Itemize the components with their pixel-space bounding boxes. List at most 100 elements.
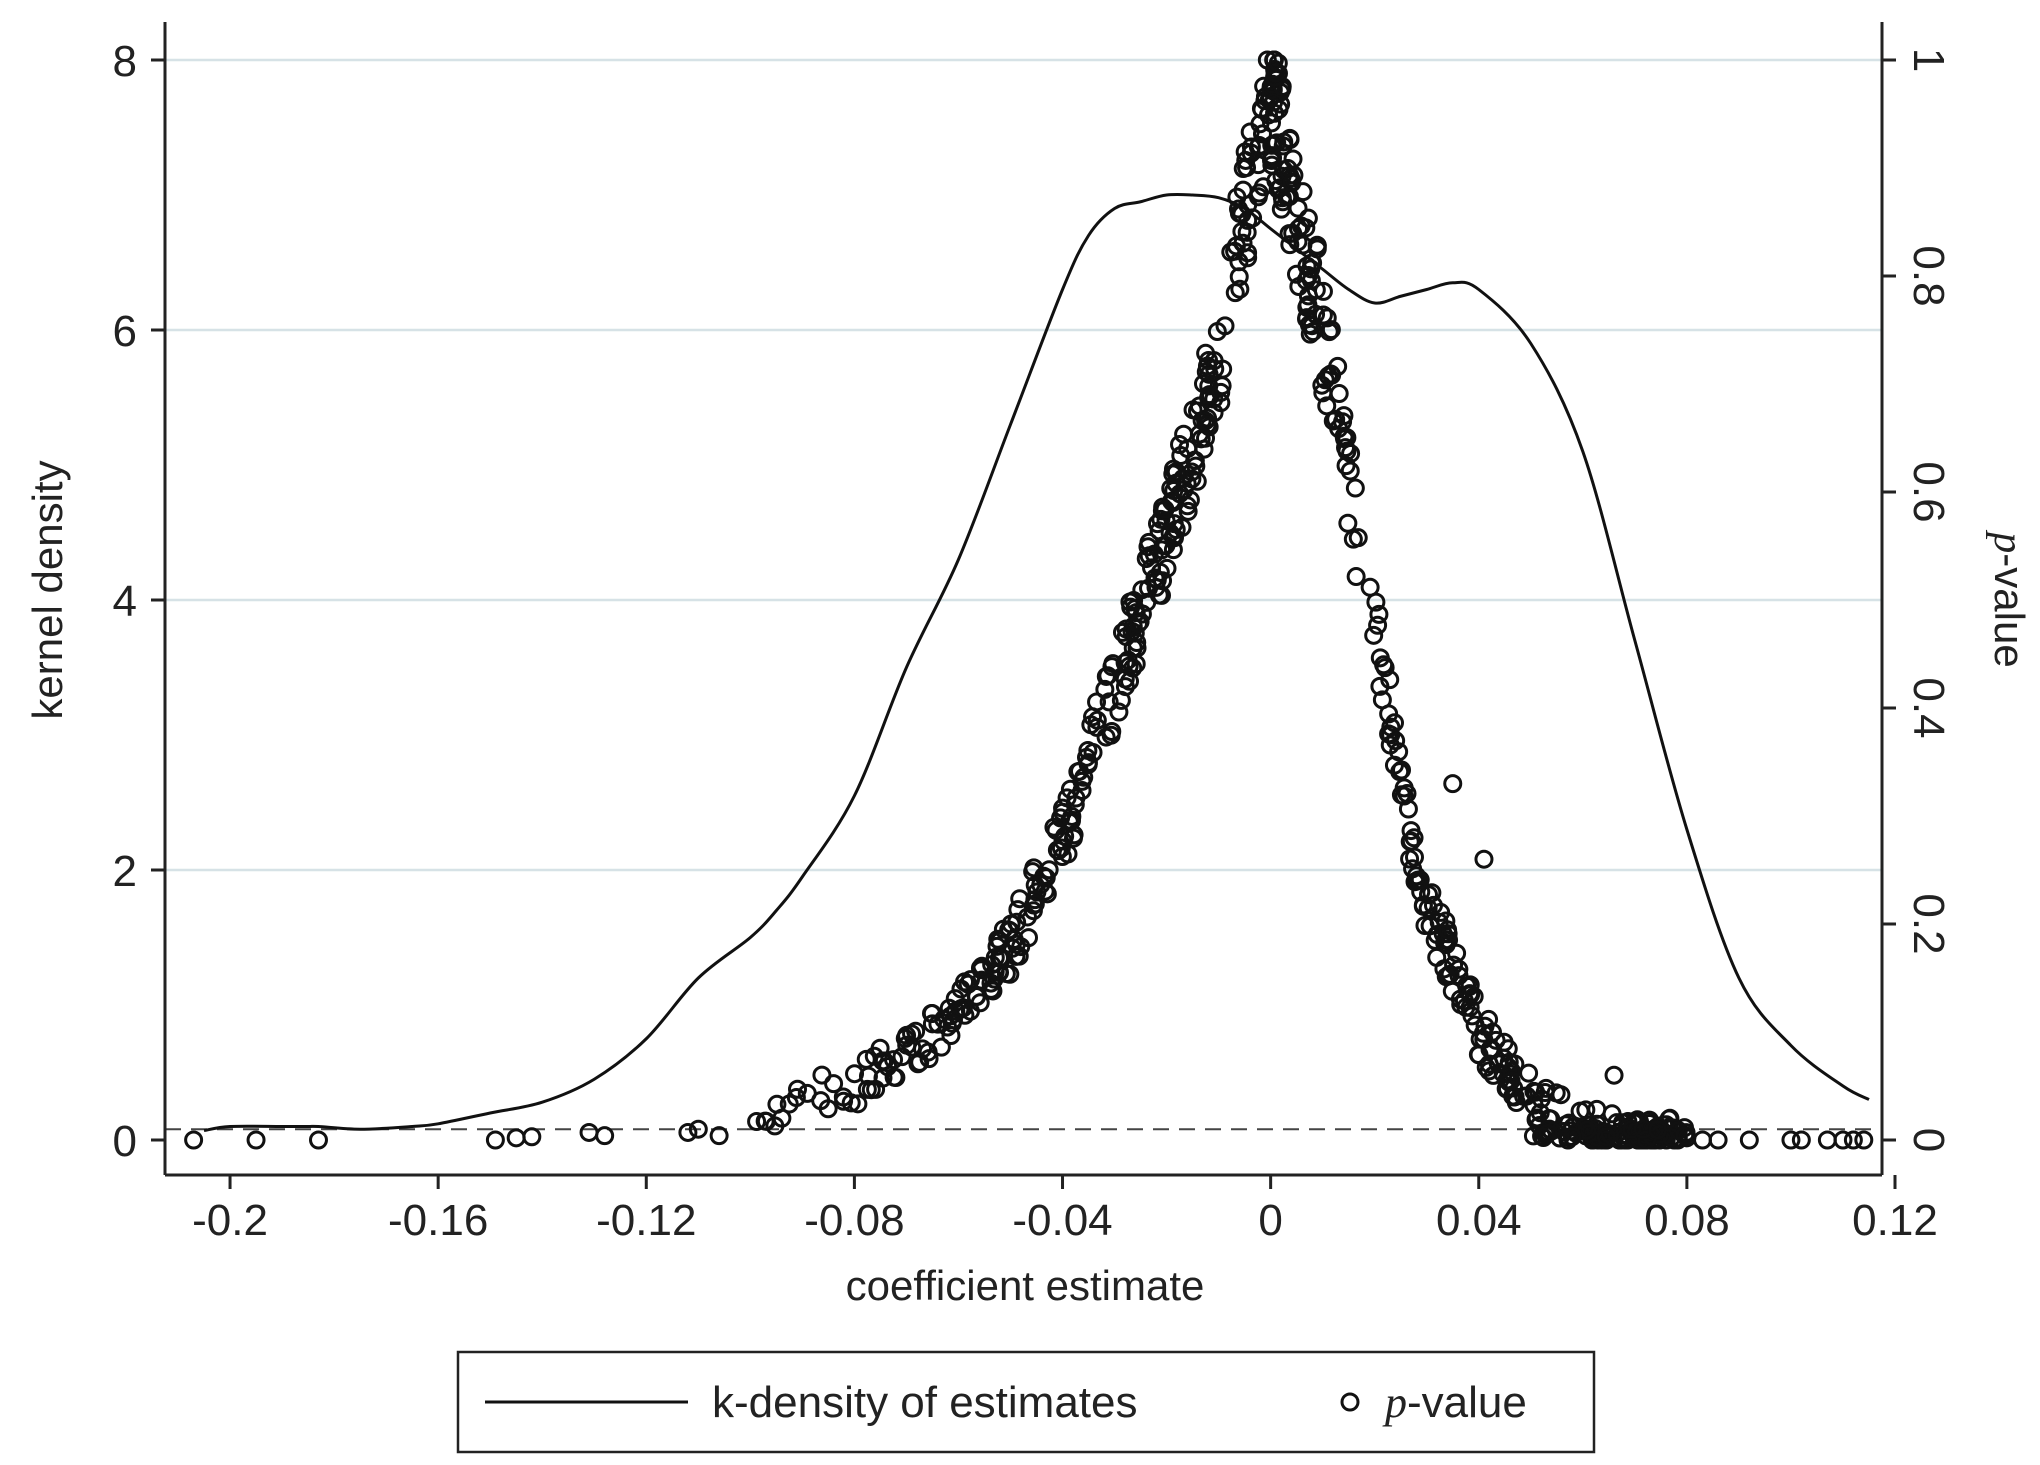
right-y-axis-title-rest: -value [1986, 553, 2033, 667]
x-tick-label: -0.12 [596, 1196, 696, 1245]
pvalue-point [884, 1050, 904, 1070]
pvalue-point [797, 1083, 817, 1103]
pvalue-point [1191, 429, 1211, 449]
pvalue-point [1112, 622, 1132, 642]
right-y-axis-title: p-value [1985, 529, 2033, 667]
pvalue-point [595, 1126, 615, 1146]
pvalue-point [972, 956, 992, 976]
pvalue-point [1319, 322, 1339, 342]
pvalue-point [1300, 324, 1320, 344]
pvalue-point [1501, 1061, 1521, 1081]
pvalue-point [1475, 1016, 1495, 1036]
pvalue-point [1002, 938, 1022, 958]
pvalue-point [1128, 614, 1148, 634]
pvalue-point [1394, 786, 1414, 806]
pvalue-point [1178, 501, 1198, 521]
pvalue-point [1326, 409, 1346, 429]
x-axis-title: coefficient estimate [846, 1262, 1205, 1309]
pvalue-point [485, 1130, 505, 1150]
pvalue-point [1346, 567, 1366, 587]
legend-label-pvalue: p-value [1382, 1378, 1527, 1427]
pvalue-point [1438, 920, 1458, 940]
pvalue-point [1163, 459, 1183, 479]
pvalue-point [1315, 370, 1335, 390]
density-line-layer [203, 192, 1870, 1133]
pvalue-point [1183, 400, 1203, 420]
pvalue-point [1460, 975, 1480, 995]
pvalue-point [1096, 727, 1116, 747]
pvalue-point [1137, 592, 1157, 612]
legend-label-pvalue-rest: -value [1407, 1378, 1527, 1427]
legend-label-pvalue-italic: p [1382, 1378, 1407, 1427]
pvalue-point [1370, 676, 1390, 696]
pvalue-point [1139, 546, 1159, 566]
pvalue-point [1328, 356, 1348, 376]
pvalue-point [1229, 203, 1249, 223]
pvalue-point [1046, 820, 1066, 840]
pvalue-point [1317, 308, 1337, 328]
pvalue-point [1410, 870, 1430, 890]
pvalue-point [1474, 849, 1494, 869]
pvalue-point [1136, 549, 1156, 569]
pvalue-point [1293, 235, 1313, 255]
pvalue-point [906, 1021, 926, 1041]
pvalue-point [522, 1127, 542, 1147]
pvalue-point [1404, 847, 1424, 867]
legend-circle-marker [1340, 1392, 1360, 1412]
pvalue-point [1185, 451, 1205, 471]
pvalue-point [1087, 710, 1107, 730]
x-tick-label: -0.08 [804, 1196, 904, 1245]
pvalue-point [1139, 578, 1159, 598]
pvalue-point [1413, 896, 1433, 916]
pvalue-point [1268, 53, 1288, 73]
pvalue-point [1524, 1081, 1544, 1101]
pvalue-point [884, 1067, 904, 1087]
pvalue-point [1622, 1119, 1642, 1139]
pvalue-point [1675, 1126, 1695, 1146]
left-tick-label: 2 [113, 847, 137, 896]
pvalue-point [1215, 316, 1235, 336]
pvalue-point [1854, 1130, 1874, 1150]
pvalue-point [1264, 92, 1284, 112]
pvalue-point [1125, 623, 1145, 643]
pvalue-point [747, 1112, 767, 1132]
pvalue-point [1280, 235, 1300, 255]
pvalue-point [1241, 137, 1261, 157]
pvalue-point [1791, 1130, 1811, 1150]
pvalue-point [1182, 462, 1202, 482]
pvalue-point [1017, 907, 1037, 927]
pvalue-point [1370, 648, 1390, 668]
pvalue-point [1099, 692, 1119, 712]
pvalue-point [1360, 577, 1380, 597]
pvalue-point [1115, 653, 1135, 673]
pvalue-point [1072, 771, 1092, 791]
pvalue-point [834, 1091, 854, 1111]
pvalue-point [1587, 1099, 1607, 1119]
right-tick-label: 0 [1904, 1128, 1953, 1152]
pvalue-point [1338, 513, 1358, 533]
pvalue-point [1483, 1065, 1503, 1085]
pvalue-point [1648, 1120, 1668, 1140]
pvalue-point [1213, 359, 1233, 379]
pvalue-point [1546, 1083, 1566, 1103]
pvalue-point [870, 1038, 890, 1058]
pvalue-point [1211, 382, 1231, 402]
pvalue-point [1265, 103, 1285, 123]
pvalue-point [678, 1122, 698, 1142]
pvalue-point [874, 1051, 894, 1071]
right-tick-label: 0.2 [1904, 893, 1953, 954]
pvalue-point [1380, 735, 1400, 755]
left-tick-label: 0 [113, 1117, 137, 1166]
pvalue-point [1479, 1054, 1499, 1074]
pvalue-point [1843, 1130, 1863, 1150]
pvalue-point [1317, 396, 1337, 416]
pvalue-point [841, 1093, 861, 1113]
pvalue-point [818, 1099, 838, 1119]
pvalue-point [942, 1013, 962, 1033]
pvalue-point [1297, 297, 1317, 317]
pvalue-point [981, 973, 1001, 993]
pvalue-point [1262, 135, 1282, 155]
pvalue-point [918, 1042, 938, 1062]
